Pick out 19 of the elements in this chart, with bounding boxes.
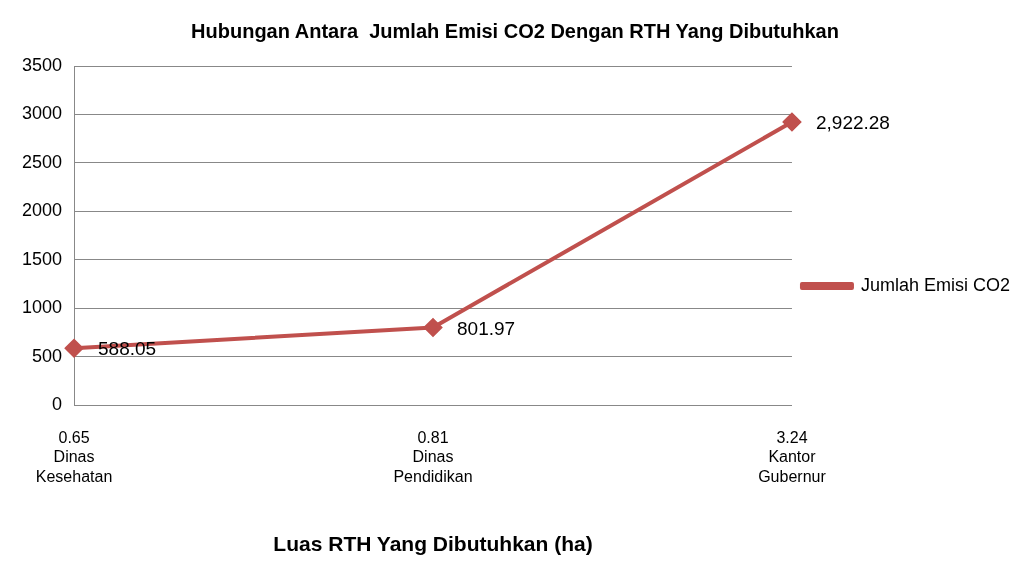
legend-label: Jumlah Emisi CO2	[860, 274, 1011, 295]
chart-title: Hubungan Antara Jumlah Emisi CO2 Dengan RTH Yang Dibutuhkan	[191, 19, 839, 42]
y-tick-label: 3000	[22, 103, 63, 124]
data-label: 801.97	[457, 317, 516, 339]
point	[65, 339, 84, 358]
x-tick-label: 3.24 Kantor Gubernur	[758, 429, 827, 485]
y-tick-label: 2500	[22, 151, 63, 172]
y-tick-label: 500	[32, 345, 63, 366]
x-tick-label: 0.81 Dinas Pendidikan	[393, 429, 473, 485]
y-tick-label: 1500	[22, 248, 63, 269]
point	[782, 112, 801, 131]
data-label: 2,922.28	[815, 112, 890, 134]
y-tick-label: 2000	[22, 200, 63, 221]
x-tick-label: 0.65 Dinas Kesehatan	[35, 429, 113, 485]
y-tick-label: 1000	[22, 297, 63, 318]
x-axis-title: Luas RTH Yang Dibutuhkan (ha)	[273, 532, 593, 556]
point	[424, 318, 442, 337]
y-tick-label: 0	[52, 394, 63, 415]
y-tick-label: 3500	[22, 54, 63, 75]
